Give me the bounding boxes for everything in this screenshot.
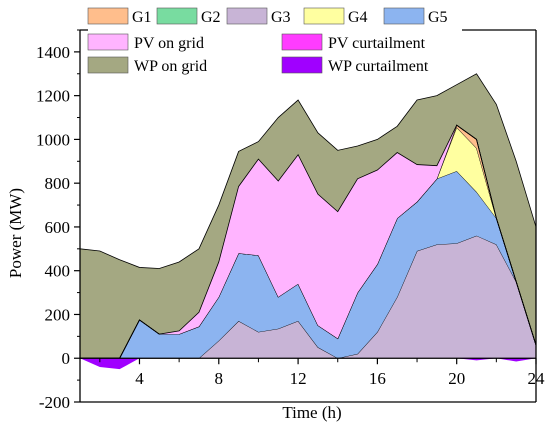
series-area-0 xyxy=(80,235,536,359)
legend-swatch-6 xyxy=(87,56,129,74)
y-tick-label-0: -200 xyxy=(39,393,70,412)
x-tick-label-5: 24 xyxy=(528,369,546,388)
legend-label-2: G4 xyxy=(348,9,368,26)
y-tick-label-8: 1400 xyxy=(36,43,70,62)
legend-swatch-7 xyxy=(281,33,323,51)
series-area-1 xyxy=(80,171,536,359)
y-axis-title: Power (MW) xyxy=(6,188,25,278)
legend-label-1: G5 xyxy=(428,9,448,26)
legend-swatch-3 xyxy=(87,7,129,25)
series-line-5 xyxy=(80,124,537,359)
x-tick-label-1: 8 xyxy=(215,369,224,388)
legend-swatch-2 xyxy=(303,7,345,25)
y-tick-label-2: 200 xyxy=(45,305,71,324)
legend-label-7: PV curtailment xyxy=(328,35,426,52)
y-tick-label-5: 800 xyxy=(45,174,71,193)
y-tick-label-7: 1200 xyxy=(36,87,70,106)
x-tick-label-2: 12 xyxy=(290,369,307,388)
legend-swatch-1 xyxy=(383,7,425,25)
x-axis-title: Time (h) xyxy=(282,403,341,422)
series-area-5 xyxy=(80,125,536,359)
legend: G1 G2 G3 G4 G5 PV on grid PV curtailment WP on … xyxy=(87,5,462,79)
legend-swatch-5 xyxy=(87,33,129,51)
y-tick-label-4: 600 xyxy=(45,218,71,237)
y-tick-label-1: 0 xyxy=(62,349,71,368)
legend-label-4: G2 xyxy=(201,9,221,26)
x-tick-label-4: 20 xyxy=(448,369,465,388)
y-tick-label-6: 1000 xyxy=(36,130,70,149)
legend-swatch-4 xyxy=(156,7,198,25)
series-line-6 xyxy=(79,73,537,269)
plot-areas xyxy=(79,73,537,370)
y-tick-label-3: 400 xyxy=(45,262,71,281)
legend-label-6: WP on grid xyxy=(134,58,207,75)
series-area-8 xyxy=(80,358,536,370)
x-tick-label-3: 16 xyxy=(369,369,386,388)
legend-label-0: G3 xyxy=(271,9,291,26)
legend-label-5: PV on grid xyxy=(134,35,204,52)
legend-swatch-0 xyxy=(226,7,268,25)
x-tick-label-0: 4 xyxy=(135,369,144,388)
legend-label-8: WP curtailment xyxy=(328,58,429,75)
legend-swatch-8 xyxy=(281,56,323,74)
legend-label-3: G1 xyxy=(132,9,152,26)
tick-labels: -200 0 200 400 600 800 1000 1200 1400 4 8 12 16 20 24 xyxy=(36,43,545,412)
